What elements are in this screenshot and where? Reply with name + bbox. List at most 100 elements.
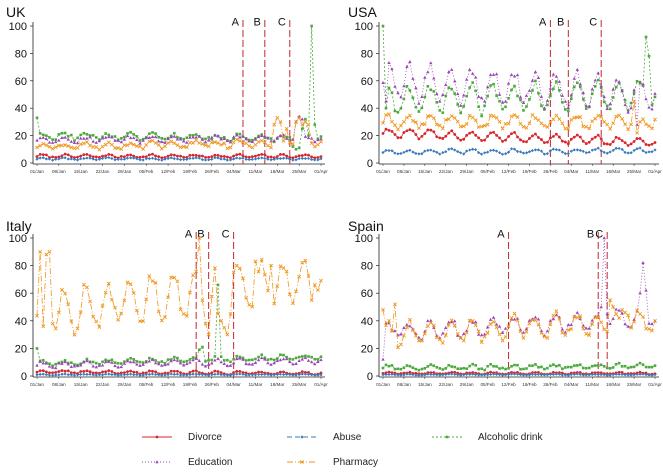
point-abuse (269, 373, 273, 377)
point-alcohol (567, 109, 570, 113)
point-alcohol (399, 367, 403, 371)
point-abuse (590, 372, 594, 377)
point-abuse (41, 372, 45, 376)
y-tick-label: 60 (15, 288, 27, 300)
point-alcohol (537, 365, 540, 369)
point-pharmacy (100, 303, 105, 308)
point-pharmacy (647, 327, 651, 331)
point-pharmacy (147, 274, 152, 279)
point-education (560, 93, 565, 97)
point-divorce (154, 370, 157, 374)
point-pharmacy (78, 142, 83, 147)
point-pharmacy (97, 147, 102, 152)
point-education (473, 320, 478, 324)
series-abuse (35, 372, 323, 377)
point-divorce (569, 137, 573, 141)
point-alcohol (561, 100, 564, 104)
point-pharmacy (144, 143, 149, 147)
point-abuse (411, 150, 415, 154)
point-alcohol (76, 136, 79, 140)
point-alcohol (441, 368, 445, 371)
point-alcohol (91, 360, 95, 364)
point-pharmacy (458, 124, 463, 129)
point-abuse (75, 158, 80, 162)
legend-marker-divorce (155, 435, 159, 439)
point-alcohol (402, 97, 406, 101)
point-education (539, 94, 544, 98)
point-divorce (122, 155, 126, 159)
series-abuse (381, 146, 657, 156)
point-pharmacy (602, 327, 607, 332)
point-abuse (641, 149, 645, 153)
legend-label-divorce: Divorce (188, 432, 222, 443)
point-abuse (447, 147, 451, 151)
point-education (225, 138, 230, 142)
point-pharmacy (35, 145, 39, 150)
point-pharmacy (194, 269, 199, 274)
point-education (263, 134, 267, 138)
point-pharmacy (434, 122, 439, 127)
point-pharmacy (56, 143, 61, 148)
point-alcohol (635, 363, 639, 367)
point-alcohol (546, 103, 549, 107)
point-abuse (222, 157, 226, 161)
x-tick-label: 29/Jan (460, 169, 474, 174)
point-pharmacy (545, 125, 550, 129)
point-pharmacy (272, 122, 277, 127)
point-abuse (235, 372, 239, 376)
point-pharmacy (150, 138, 155, 143)
point-divorce (414, 371, 418, 375)
series-divorce (381, 127, 657, 147)
point-alcohol (507, 97, 510, 100)
point-alcohol (623, 98, 627, 102)
point-education (88, 360, 92, 364)
point-pharmacy (437, 123, 442, 128)
series-line-pharmacy (382, 299, 656, 349)
point-pharmacy (203, 321, 208, 326)
point-alcohol (254, 357, 257, 361)
point-alcohol (45, 134, 48, 137)
point-abuse (51, 158, 55, 162)
point-education (97, 139, 102, 143)
point-pharmacy (113, 305, 117, 310)
point-abuse (132, 156, 136, 160)
point-pharmacy (153, 280, 158, 285)
point-divorce (534, 132, 537, 136)
point-alcohol (450, 365, 454, 368)
point-education (435, 92, 439, 96)
point-abuse (533, 148, 538, 152)
point-alcohol (282, 135, 285, 139)
point-abuse (272, 373, 276, 377)
point-pharmacy (638, 312, 642, 316)
point-alcohol (210, 137, 214, 141)
point-abuse (408, 148, 412, 152)
x-tick-label: 01/Apr (314, 169, 328, 174)
point-abuse (626, 373, 630, 377)
point-divorce (263, 153, 267, 157)
point-education (381, 81, 385, 85)
point-divorce (551, 370, 555, 374)
point-abuse (294, 158, 298, 162)
point-abuse (450, 147, 454, 151)
point-alcohol (510, 88, 513, 92)
point-education (272, 138, 276, 142)
y-tick-label: 20 (361, 343, 373, 355)
point-divorce (465, 133, 469, 137)
legend-item-divorce: Divorce (142, 432, 222, 443)
point-pharmacy (69, 319, 74, 324)
point-pharmacy (410, 118, 415, 123)
point-alcohol (304, 117, 307, 121)
point-alcohol (552, 87, 555, 91)
point-alcohol (138, 360, 142, 364)
point-abuse (638, 146, 642, 150)
point-alcohol (300, 355, 304, 358)
point-divorce (581, 139, 585, 143)
point-divorce (135, 370, 139, 374)
point-education (116, 365, 120, 369)
point-abuse (569, 372, 573, 377)
point-education (459, 103, 463, 107)
point-pharmacy (581, 326, 586, 331)
point-pharmacy (578, 314, 583, 318)
point-pharmacy (575, 315, 580, 320)
point-pharmacy (488, 113, 493, 118)
